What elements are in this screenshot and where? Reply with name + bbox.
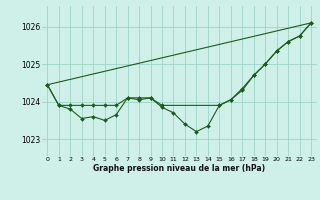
X-axis label: Graphe pression niveau de la mer (hPa): Graphe pression niveau de la mer (hPa) bbox=[93, 164, 265, 173]
